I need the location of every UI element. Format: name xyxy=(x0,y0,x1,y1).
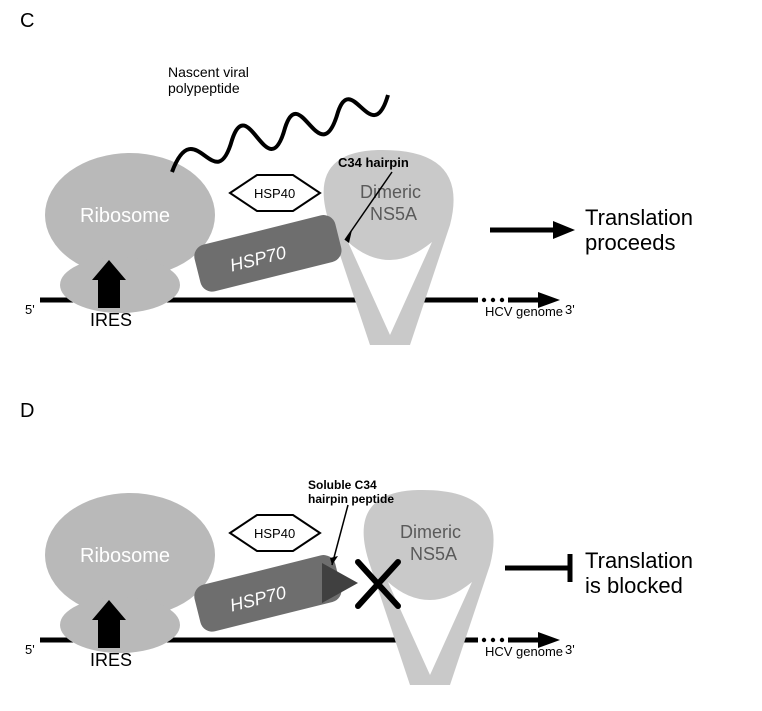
ns5a-text1-d: Dimeric xyxy=(400,522,461,542)
dot xyxy=(482,638,486,642)
result-line1-d: Translation xyxy=(585,548,693,574)
hsp40-text-d: HSP40 xyxy=(254,526,295,541)
five-prime-d: 5' xyxy=(25,642,35,657)
c34-label1-d: Soluble C34 xyxy=(308,478,377,492)
ns5a-text1-c: Dimeric xyxy=(360,182,421,202)
dot xyxy=(491,298,495,302)
ns5a-shape-c xyxy=(324,150,454,345)
hsp40-text-c: HSP40 xyxy=(254,186,295,201)
dot xyxy=(500,638,504,642)
ribosome-text-c: Ribosome xyxy=(80,205,170,227)
hsp70-shape-d: HSP70 xyxy=(192,553,344,635)
polypeptide-label2-c: polypeptide xyxy=(168,80,240,96)
dot xyxy=(482,298,486,302)
ns5a-text2-d: NS5A xyxy=(410,544,457,564)
hsp40-shape-c: HSP40 xyxy=(230,175,320,211)
hcv-genome-d: HCV genome xyxy=(485,644,563,659)
dot xyxy=(491,638,495,642)
ribosome-text-d: Ribosome xyxy=(80,545,170,567)
hsp70-shape-c: HSP70 xyxy=(192,213,344,295)
hsp40-shape-d: HSP40 xyxy=(230,515,320,551)
five-prime-c: 5' xyxy=(25,302,35,317)
ns5a-text2-c: NS5A xyxy=(370,204,417,224)
c34-peptide-d xyxy=(322,563,358,603)
result-arrowhead-c xyxy=(553,221,575,239)
three-prime-d: 3' xyxy=(565,642,575,657)
result-line1-c: Translation xyxy=(585,205,693,231)
polypeptide-label1-c: Nascent viral xyxy=(168,64,249,80)
panel-c-svg: Dimeric NS5A Ribosome HSP70 HSP40 xyxy=(0,0,762,360)
ires-text-c: IRES xyxy=(90,310,132,331)
c34-label2-d: hairpin peptide xyxy=(308,492,394,506)
c34-label-c: C34 hairpin xyxy=(338,155,409,170)
hcv-genome-c: HCV genome xyxy=(485,304,563,319)
result-line2-d: is blocked xyxy=(585,573,683,599)
result-line2-c: proceeds xyxy=(585,230,676,256)
dot xyxy=(500,298,504,302)
ires-text-d: IRES xyxy=(90,650,132,671)
three-prime-c: 3' xyxy=(565,302,575,317)
c34-pointer-d xyxy=(332,505,348,565)
